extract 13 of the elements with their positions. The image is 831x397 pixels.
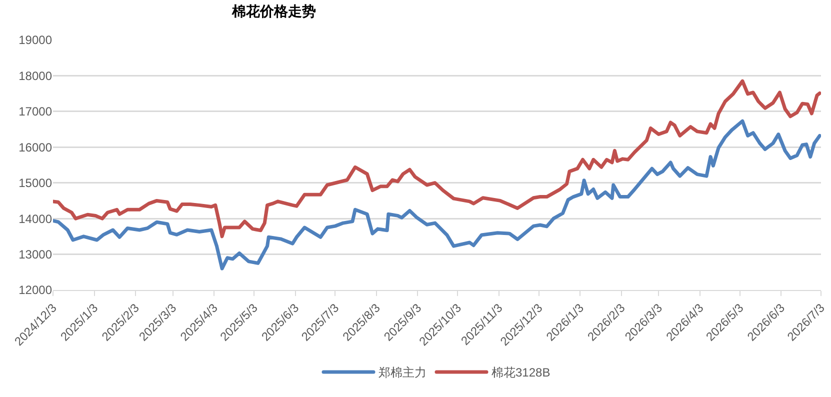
y-tick-label: 12000 [18, 283, 52, 298]
chart-title: 棉花价格走势 [231, 4, 316, 20]
legend-label: 棉花3128B [492, 366, 550, 380]
y-tick-label: 17000 [18, 104, 52, 119]
legend-label: 郑棉主力 [378, 366, 426, 380]
y-tick-label: 15000 [18, 176, 52, 190]
line-series [53, 79, 821, 238]
y-tick-label: 19000 [18, 33, 52, 48]
y-tick-label: 16000 [18, 140, 52, 154]
y-tick-label: 13000 [18, 247, 52, 262]
y-tick-label: 18000 [18, 68, 52, 83]
line-series [53, 119, 821, 270]
y-tick-label: 14000 [18, 212, 52, 226]
